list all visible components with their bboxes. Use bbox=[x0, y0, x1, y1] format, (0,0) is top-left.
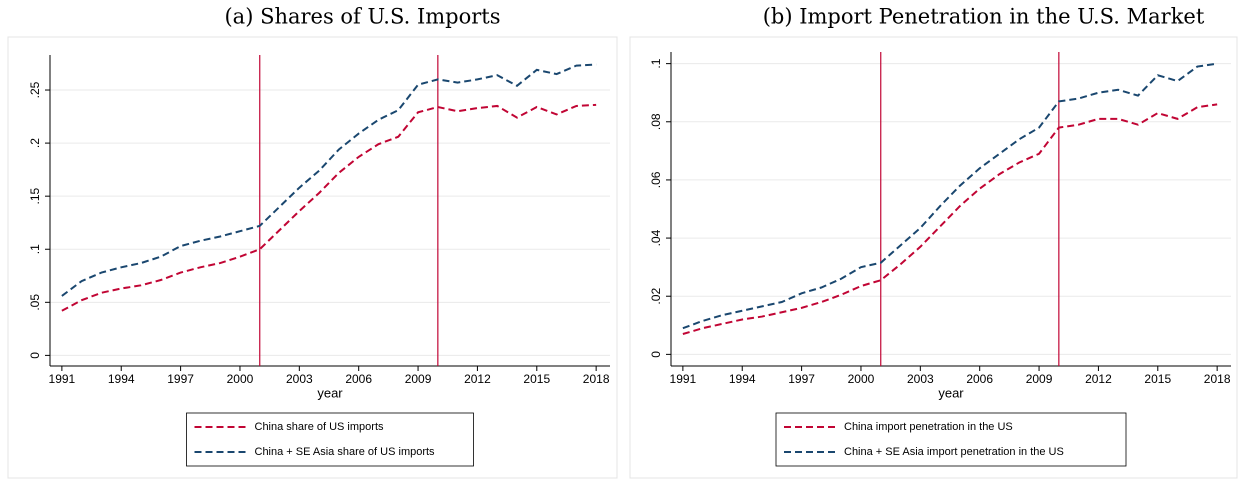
y-tick-label: .05 bbox=[28, 294, 42, 311]
x-tick-label: 1994 bbox=[729, 372, 756, 386]
y-tick-label: .25 bbox=[28, 81, 42, 98]
x-tick-label: 1997 bbox=[167, 372, 194, 386]
y-tick-label: .06 bbox=[649, 171, 663, 188]
series-line bbox=[61, 103, 597, 312]
x-tick-label: 2000 bbox=[848, 372, 875, 386]
series-line bbox=[682, 103, 1218, 335]
series-line bbox=[682, 62, 1218, 330]
x-tick-label: 1994 bbox=[108, 372, 135, 386]
chart-title: (b) Import Penetration in the U.S. Marke… bbox=[763, 5, 1205, 29]
y-tick-label: .15 bbox=[28, 188, 42, 205]
x-tick-label: 2009 bbox=[1026, 372, 1053, 386]
x-tick-label: 1991 bbox=[49, 372, 76, 386]
y-tick-label: .08 bbox=[649, 113, 663, 130]
x-tick-label: 2003 bbox=[286, 372, 313, 386]
x-tick-label: 2012 bbox=[1085, 372, 1112, 386]
series-line bbox=[61, 63, 597, 297]
legend-box bbox=[186, 412, 474, 467]
x-axis-label: year bbox=[317, 385, 343, 400]
x-tick-label: 2003 bbox=[907, 372, 934, 386]
panel-border bbox=[629, 36, 1238, 479]
x-tick-label: 1997 bbox=[788, 372, 815, 386]
x-tick-label: 2015 bbox=[523, 372, 550, 386]
chart-title: (a) Shares of U.S. Imports bbox=[224, 5, 500, 29]
x-tick-label: 2018 bbox=[1204, 372, 1231, 386]
x-tick-label: 2006 bbox=[966, 372, 993, 386]
x-axis-label: year bbox=[938, 385, 964, 400]
y-tick-label: .2 bbox=[28, 138, 42, 148]
y-tick-label: 0 bbox=[649, 351, 663, 358]
legend-label: China + SE Asia share of US imports bbox=[255, 446, 436, 458]
legend-box bbox=[775, 412, 1127, 467]
x-tick-label: 2009 bbox=[405, 372, 432, 386]
legend-label: China import penetration in the US bbox=[844, 421, 1013, 433]
x-tick-label: 2012 bbox=[464, 372, 491, 386]
x-tick-label: 2000 bbox=[227, 372, 254, 386]
x-tick-label: 2006 bbox=[345, 372, 372, 386]
legend-label: China + SE Asia import penetration in th… bbox=[844, 446, 1064, 458]
y-tick-label: 0 bbox=[28, 352, 42, 359]
legend-label: China share of US imports bbox=[255, 421, 384, 433]
x-tick-label: 2015 bbox=[1144, 372, 1171, 386]
y-tick-label: .04 bbox=[649, 229, 663, 246]
x-tick-label: 1991 bbox=[670, 372, 697, 386]
y-tick-label: .1 bbox=[649, 58, 663, 68]
x-tick-label: 2018 bbox=[583, 372, 610, 386]
y-tick-label: .1 bbox=[28, 244, 42, 254]
y-tick-label: .02 bbox=[649, 288, 663, 305]
panel-border bbox=[7, 36, 618, 479]
